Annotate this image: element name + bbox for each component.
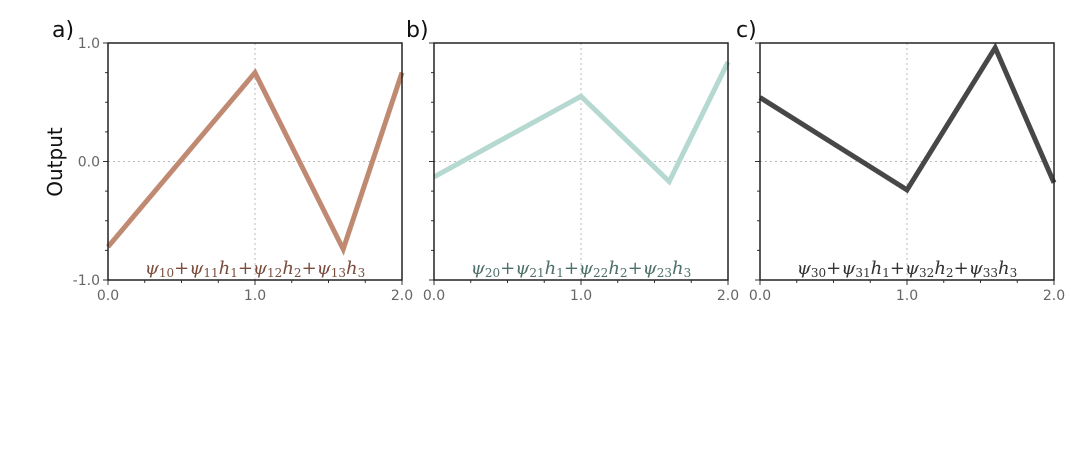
x-tick-label: 0.0 [423, 288, 445, 304]
plot-frame [433, 42, 729, 281]
y-tick-label: 1.0 [78, 36, 100, 52]
plot-frame [759, 42, 1055, 281]
x-tick-label: 2.0 [717, 288, 739, 304]
plot-frame [107, 42, 403, 281]
x-tick-label: 2.0 [391, 288, 413, 304]
x-tick-label: 2.0 [1043, 288, 1065, 304]
formula-annotation: ψ30+ψ31h1+ψ32h2+ψ33h3 [797, 258, 1018, 280]
panel-label: a) [52, 18, 74, 43]
x-tick-label: 1.0 [570, 288, 592, 304]
y-tick-label: -1.0 [73, 273, 100, 289]
y-tick-label: 0.0 [78, 155, 100, 171]
series-line [106, 68, 405, 256]
formula-annotation: ψ20+ψ21h1+ψ22h2+ψ23h3 [471, 258, 692, 280]
panel-label: c) [736, 18, 757, 43]
chart-panel-c: c) 0.0 1.0 2.0 ψ30+ψ31h1+ψ32h2+ψ33h3 [736, 18, 1065, 304]
y-axis-label: Output [43, 127, 67, 197]
panel-label: b) [406, 18, 429, 43]
series-line [432, 60, 731, 186]
series-line [758, 42, 1057, 194]
x-tick-label: 0.0 [97, 288, 119, 304]
formula-annotation: ψ10+ψ11h1+ψ12h2+ψ13h3 [145, 258, 366, 280]
chart-panel-b: b) 0.0 1.0 2.0 ψ20+ψ21h1+ψ22h2+ψ23h3 [406, 18, 739, 304]
x-tick-label: 1.0 [244, 288, 266, 304]
x-tick-label: 0.0 [749, 288, 771, 304]
chart-panel-a: a)0.0 1.0 2.0-1.00.01.0ψ10+ψ11h1+ψ12h2+ψ13… [52, 18, 413, 304]
x-tick-label: 1.0 [896, 288, 918, 304]
